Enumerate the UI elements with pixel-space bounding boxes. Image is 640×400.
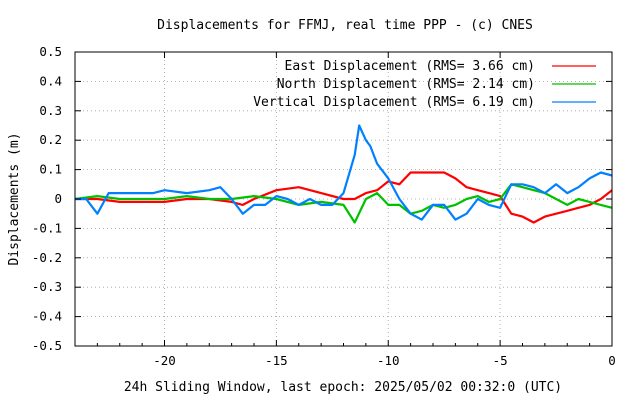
legend: East Displacement (RMS= 3.66 cm) North Di… [253, 59, 596, 110]
y-axis-label: Displacements (m) [7, 132, 22, 265]
x-tick-label: -5 [493, 353, 508, 368]
legend-label: East Displacement (RMS= 3.66 cm) [285, 59, 535, 74]
y-tick-label: 0.5 [39, 44, 62, 59]
legend-label: North Displacement (RMS= 2.14 cm) [277, 77, 535, 92]
x-tick-label: -15 [265, 353, 288, 368]
y-tick-label: 0 [54, 191, 62, 206]
x-tick-label: -20 [153, 353, 176, 368]
y-tick-label: 0.3 [39, 103, 62, 118]
x-tick-label: 0 [608, 353, 616, 368]
axis-ticks: -0.5 -0.4 -0.3 -0.2 -0.1 0 0.1 0.2 0.3 0.4 0.5 -20 -… [32, 44, 616, 368]
series-line-3 [75, 124, 613, 221]
chart-title: Displacements for FFMJ, real time PPP - … [157, 18, 533, 33]
y-tick-label: -0.4 [32, 309, 62, 324]
series-line-1 [75, 171, 613, 224]
y-tick-label: 0.1 [39, 162, 62, 177]
series-layer [74, 124, 613, 224]
legend-label: Vertical Displacement (RMS= 6.19 cm) [253, 95, 535, 110]
y-tick-label: 0.4 [39, 73, 62, 88]
y-tick-label: -0.1 [32, 220, 62, 235]
y-tick-label: -0.3 [32, 279, 62, 294]
y-tick-label: -0.5 [32, 338, 62, 353]
x-axis-label: 24h Sliding Window, last epoch: 2025/05/… [124, 380, 562, 395]
y-tick-label: 0.2 [39, 132, 62, 147]
y-tick-label: -0.2 [32, 250, 62, 265]
x-tick-label: -10 [377, 353, 400, 368]
